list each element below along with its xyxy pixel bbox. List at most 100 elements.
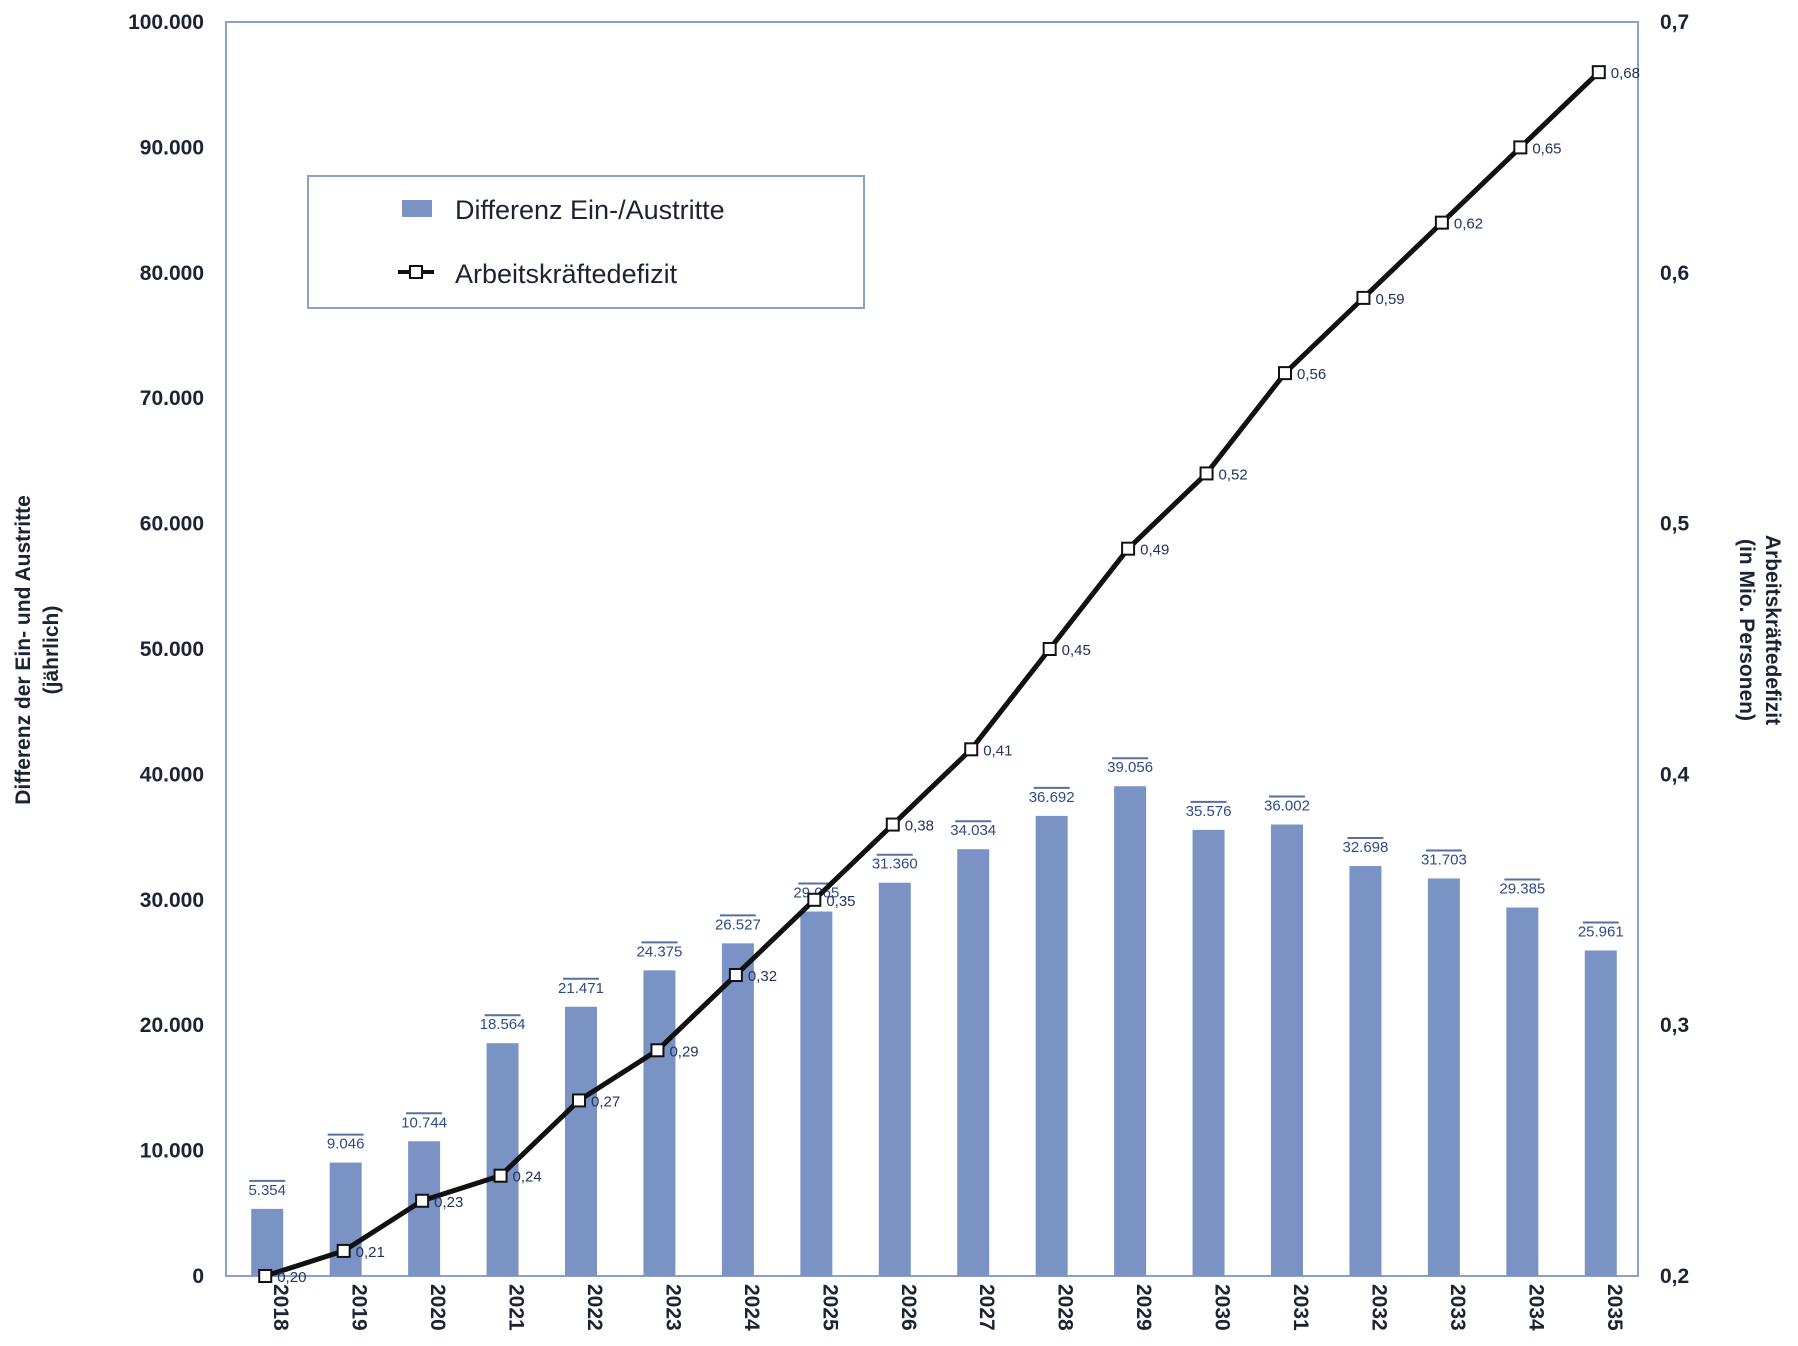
line-value-labels: 0,20 0,21 0,23 0,24 0,27 0,29 0,32 0,35 0,38 0,41…: [277, 65, 1640, 1286]
x-tick-label-2032: 2032: [1367, 1284, 1390, 1331]
line-value-label-2034: 0,65: [1532, 140, 1561, 157]
right-tick-label-4: 0,6: [1660, 262, 1689, 285]
bar-2028: [1035, 815, 1068, 1276]
bar-2033: [1427, 878, 1460, 1276]
bar-series: [251, 786, 1617, 1276]
bar-value-label-2022: 21.471: [558, 980, 604, 997]
bar-2022: [565, 1006, 597, 1276]
legend-box: [307, 175, 865, 309]
line-point-2035: [1591, 65, 1606, 80]
arbeitskraeftedefizit-line: [264, 70, 1601, 1279]
bar-2032: [1349, 865, 1382, 1276]
legend-item-line-label: Arbeitskräftedefizit: [455, 259, 678, 289]
right-tick-label-1: 0,3: [1660, 1014, 1689, 1037]
bar-2031: [1271, 824, 1303, 1276]
bar-value-label-2028: 36.692: [1029, 789, 1075, 806]
bar-2023: [643, 970, 676, 1276]
bar-value-label-2026: 31.360: [872, 856, 918, 873]
x-tick-label-2026: 2026: [897, 1284, 920, 1331]
x-tick-label-2019: 2019: [348, 1284, 371, 1331]
line-value-label-2018: 0,20: [277, 1269, 306, 1286]
bar-2026: [878, 882, 911, 1276]
left-tick-label-5: 50.000: [140, 638, 204, 661]
bar-2030: [1192, 829, 1225, 1276]
right-tick-label-2: 0,4: [1660, 763, 1690, 786]
bar-value-label-2035: 25.961: [1578, 923, 1624, 940]
line-value-label-2019: 0,21: [356, 1244, 385, 1261]
left-tick-label-8: 80.000: [140, 262, 204, 285]
x-tick-label-2021: 2021: [505, 1284, 528, 1331]
bar-value-label-2020: 10.744: [401, 1114, 447, 1131]
line-value-label-2025: 0,35: [826, 893, 855, 910]
bar-value-label-2024: 26.527: [715, 916, 761, 933]
line-value-label-2020: 0,23: [434, 1194, 463, 1211]
line-point-2031: [1278, 366, 1292, 381]
bar-2035: [1584, 950, 1617, 1276]
bar-2034: [1506, 907, 1539, 1276]
x-tick-label-2028: 2028: [1054, 1284, 1077, 1331]
line-value-label-2031: 0,56: [1297, 366, 1326, 383]
bar-2018: [251, 1208, 284, 1276]
left-axis-subtitle: (jährlich): [40, 606, 63, 695]
bar-value-labels: 5.354 9.046 10.744 18.564 21.471 24.375 26.527…: [248, 757, 1624, 1199]
line-point-2020: [415, 1193, 430, 1208]
bar-value-label-2034: 29.385: [1499, 881, 1545, 898]
legend-line-marker: [409, 265, 423, 279]
line-point-2022: [572, 1093, 586, 1108]
line-value-label-2021: 0,24: [513, 1169, 542, 1186]
left-tick-label-7: 70.000: [140, 387, 204, 410]
x-tick-label-2034: 2034: [1524, 1284, 1547, 1331]
left-tick-label-1: 10.000: [140, 1140, 204, 1163]
bar-value-label-2018: 5.354: [248, 1182, 286, 1199]
line-value-label-2023: 0,29: [669, 1043, 698, 1060]
x-tick-label-2035: 2035: [1603, 1284, 1626, 1331]
right-axis-title: Arbeitskräftedefizit: [1761, 535, 1784, 725]
left-tick-label-0: 0: [192, 1265, 204, 1288]
x-tick-label-2022: 2022: [583, 1284, 606, 1331]
line-point-2029: [1121, 541, 1136, 556]
line-point-2023: [650, 1043, 665, 1058]
line-value-label-2022: 0,27: [591, 1093, 620, 1110]
line-point-2028: [1042, 642, 1057, 656]
x-tick-label-2023: 2023: [661, 1284, 684, 1331]
line-value-label-2030: 0,52: [1219, 466, 1248, 483]
left-axis-title: Differenz der Ein- und Austritte: [12, 495, 35, 805]
bar-value-label-2029: 39.056: [1107, 759, 1153, 776]
bar-2025: [800, 911, 833, 1276]
line-point-2033: [1434, 215, 1449, 230]
right-tick-label-0: 0,2: [1660, 1265, 1689, 1288]
right-tick-label-3: 0,5: [1660, 513, 1690, 536]
left-tick-label-6: 60.000: [140, 513, 204, 536]
bar-2021: [486, 1043, 519, 1276]
line-point-2030: [1199, 466, 1214, 481]
line-value-label-2032: 0,59: [1375, 291, 1404, 308]
line-point-2027: [964, 742, 979, 757]
left-tick-label-2: 20.000: [140, 1014, 204, 1037]
line-point-2021: [493, 1168, 508, 1183]
line-point-2034: [1513, 140, 1528, 155]
x-tick-label-2031: 2031: [1289, 1284, 1312, 1331]
line-value-label-2027: 0,41: [983, 742, 1012, 759]
bar-2027: [957, 849, 990, 1276]
x-tick-label-2024: 2024: [740, 1284, 763, 1331]
bar-2029: [1114, 786, 1147, 1276]
line-series: [258, 65, 1606, 1283]
line-value-label-2028: 0,45: [1062, 642, 1091, 659]
bar-value-label-2019: 9.046: [327, 1136, 365, 1153]
x-tick-label-2018: 2018: [269, 1284, 292, 1331]
line-value-label-2026: 0,38: [905, 818, 934, 835]
line-value-label-2035: 0,68: [1611, 65, 1640, 82]
bar-2024: [721, 943, 754, 1276]
x-axis-ticks: 2018 2019 2020 2021 2022 2023 2024 2025 2026 2027…: [269, 1284, 1626, 1331]
bar-value-label-2027: 34.034: [950, 822, 996, 839]
bar-value-label-2032: 32.698: [1342, 839, 1388, 856]
legend: Differenz Ein-/Austritte Arbeitskräftede…: [307, 175, 865, 309]
bar-value-label-2023: 24.375: [636, 943, 682, 960]
bar-value-label-2033: 31.703: [1421, 851, 1467, 868]
line-point-2018: [258, 1269, 273, 1283]
legend-item-bar-label: Differenz Ein-/Austritte: [455, 195, 725, 225]
line-point-2025: [807, 892, 822, 907]
line-point-2019: [336, 1243, 351, 1258]
